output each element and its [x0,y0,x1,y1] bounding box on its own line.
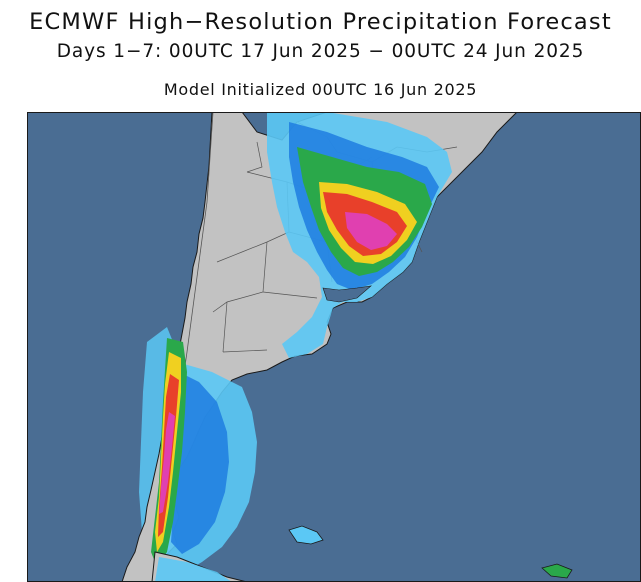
title: ECMWF High−Resolution Precipitation Fore… [29,9,612,35]
precipitation-map [27,112,641,582]
precip-max-ne [345,212,397,250]
precip-medium-south [171,372,229,554]
rio-de-la-plata [322,285,372,303]
south-georgia [541,563,573,579]
precip-max-andes [159,412,175,514]
subtitle: Days 1−7: 00UTC 17 Jun 2025 − 00UTC 24 J… [56,41,585,62]
precip-tdf [155,557,232,582]
init-time: Model Initialized 00UTC 16 Jun 2025 [163,80,478,99]
falkland-islands [288,525,324,545]
